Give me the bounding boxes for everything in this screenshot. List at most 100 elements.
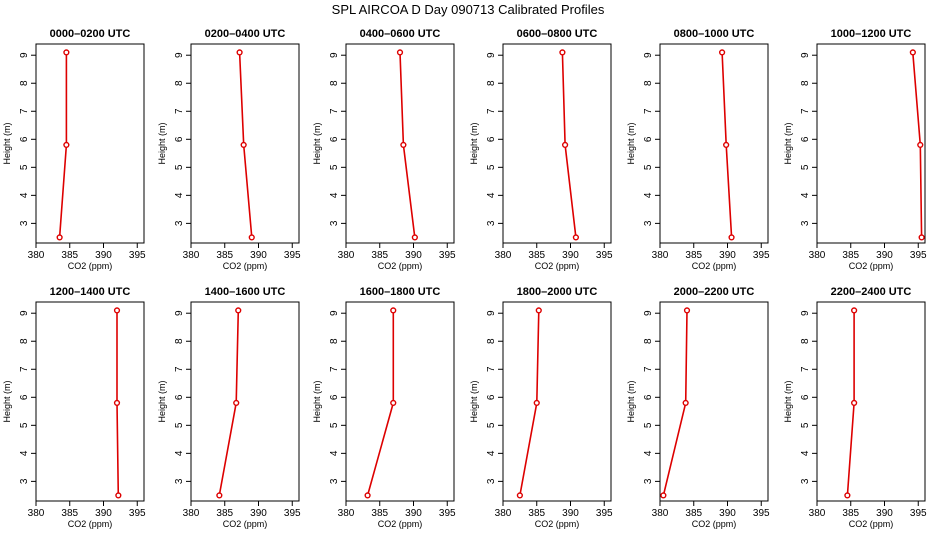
data-point [909,49,916,56]
data-point [390,399,397,407]
y-tick-label: 9 [643,310,654,316]
y-tick-label: 3 [19,478,30,484]
data-point [400,141,407,149]
panel-9: 1600–1800 UTC 380 385 390 395 3 4 5 6 7 8 9 CO2 (ppm… [312,286,456,529]
data-point [683,307,691,314]
data-point [390,307,397,314]
y-tick-label: 8 [19,338,30,344]
panel-title: 2000–2200 UTC [674,286,755,298]
plot-frame [345,43,455,244]
panel-title: 0400–0600 UTC [360,28,441,40]
x-tick-label: 390 [562,508,579,519]
y-tick-label: 8 [486,80,497,86]
y-tick-label: 7 [800,108,811,114]
x-axis-label: CO2 (ppm) [378,519,423,529]
y-tick-label: 6 [643,136,654,142]
panel-8: 1400–1600 UTC 380 385 390 395 3 4 5 6 7 8 9 CO2 (ppm… [157,286,301,529]
panel-title: 1200–1400 UTC [50,286,131,298]
y-tick-label: 5 [329,164,340,170]
data-point [113,399,121,407]
y-tick-label: 6 [19,136,30,142]
data-point [516,492,523,499]
data-point [559,49,566,56]
y-tick-label: 9 [643,52,654,58]
panel-10: 1800–2000 UTC 380 385 390 395 3 4 5 6 7 8 9 CO2 (ppm… [469,286,613,529]
x-tick-label: 390 [405,250,422,261]
plot-frame [659,43,769,244]
panel-6: 1000–1200 UTC 380 385 390 395 3 4 5 6 7 8 9 CO2 (ppm… [783,28,927,271]
x-tick-label: 395 [439,250,456,261]
x-tick-label: 390 [719,250,736,261]
plot-frame [190,301,300,502]
panel-title: 1000–1200 UTC [831,28,912,40]
data-point [240,141,247,149]
y-tick-label: 7 [800,366,811,372]
y-tick-label: 3 [643,478,654,484]
plot-frame [190,43,300,244]
x-tick-label: 395 [129,508,146,519]
y-tick-label: 4 [329,450,340,456]
y-tick-label: 4 [174,450,185,456]
panel-2: 0200–0400 UTC 380 385 390 395 3 4 5 6 7 8 9 CO2 (ppm… [157,28,301,271]
y-tick-label: 8 [174,338,185,344]
y-tick-label: 3 [174,478,185,484]
data-point [411,234,418,241]
panel-title: 1400–1600 UTC [205,286,286,298]
data-point [718,49,726,56]
y-tick-label: 7 [174,366,185,372]
x-tick-label: 385 [685,250,702,261]
y-tick-label: 4 [800,192,811,198]
y-tick-label: 8 [174,80,185,86]
panel-3: 0400–0600 UTC 380 385 390 395 3 4 5 6 7 8 9 CO2 (ppm… [312,28,456,271]
y-tick-label: 7 [486,366,497,372]
x-tick-label: 385 [371,250,388,261]
panel-title: 0800–1000 UTC [674,28,755,40]
data-point [235,307,242,314]
x-tick-label: 395 [910,508,927,519]
y-tick-label: 6 [174,136,185,142]
x-tick-label: 380 [183,250,200,261]
x-tick-label: 380 [28,508,45,519]
data-point [115,492,122,499]
y-tick-label: 5 [800,422,811,428]
y-tick-label: 9 [329,52,340,58]
y-tick-label: 5 [486,422,497,428]
panel-title: 1800–2000 UTC [517,286,598,298]
data-point [216,492,223,499]
x-tick-label: 380 [809,250,826,261]
panel-5: 0800–1000 UTC 380 385 390 395 3 4 5 6 7 8 9 CO2 (ppm… [626,28,770,271]
x-axis-label: CO2 (ppm) [68,261,113,271]
x-axis-label: CO2 (ppm) [535,261,580,271]
data-point [56,234,63,241]
data-point [723,141,730,149]
y-axis-label: Height (m) [469,122,479,164]
y-tick-label: 4 [174,192,185,198]
x-tick-label: 385 [528,250,545,261]
x-tick-label: 390 [250,250,267,261]
data-point [396,49,404,56]
plot-frame [345,301,455,502]
y-tick-label: 5 [643,422,654,428]
panel-12: 2200–2400 UTC 380 385 390 395 3 4 5 6 7 8 9 CO2 (ppm… [783,286,927,529]
y-axis-label: Height (m) [783,122,793,164]
plot-frame [659,301,769,502]
y-axis-label: Height (m) [626,122,636,164]
y-axis-label: Height (m) [783,380,793,422]
data-point [917,141,924,149]
panel-title: 1600–1800 UTC [360,286,441,298]
y-tick-label: 7 [174,108,185,114]
y-tick-label: 7 [19,366,30,372]
y-tick-label: 7 [486,108,497,114]
x-tick-label: 380 [652,250,669,261]
plot-frame [35,301,145,502]
y-tick-label: 9 [329,310,340,316]
y-tick-label: 6 [19,394,30,400]
x-axis-label: CO2 (ppm) [849,261,894,271]
x-tick-label: 380 [652,508,669,519]
x-tick-label: 395 [596,508,613,519]
panel-title: 0200–0400 UTC [205,28,286,40]
x-tick-label: 385 [371,508,388,519]
y-tick-label: 5 [800,164,811,170]
